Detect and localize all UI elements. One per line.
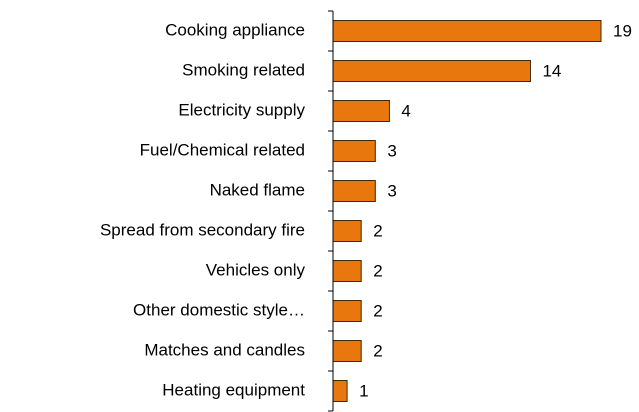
bar [332, 220, 362, 242]
data-label: 2 [373, 261, 382, 280]
category-label: Naked flame [210, 180, 305, 199]
bar [332, 300, 362, 322]
category-label: Other domestic style… [133, 300, 305, 319]
category-label: Cooking appliance [165, 20, 305, 39]
data-label: 2 [373, 301, 382, 320]
data-label: 3 [387, 141, 396, 160]
category-label: Electricity supply [178, 100, 305, 119]
category-label: Matches and candles [144, 340, 305, 359]
data-label: 2 [373, 341, 382, 360]
category-label: Vehicles only [206, 260, 306, 279]
bar [332, 100, 390, 122]
bar [332, 20, 602, 42]
bar [332, 380, 348, 402]
bar [332, 260, 362, 282]
data-label: 1 [359, 381, 368, 400]
bar [332, 140, 376, 162]
data-label: 19 [613, 21, 632, 40]
data-label: 3 [387, 181, 396, 200]
data-label: 4 [401, 101, 410, 120]
category-label: Fuel/Chemical related [140, 140, 305, 159]
bar [332, 180, 376, 202]
bar [332, 340, 362, 362]
data-label: 14 [542, 61, 561, 80]
data-label: 2 [373, 221, 382, 240]
bar [332, 60, 531, 82]
category-label: Heating equipment [162, 380, 305, 399]
category-label: Smoking related [182, 60, 305, 79]
category-label: Spread from secondary fire [100, 220, 305, 239]
